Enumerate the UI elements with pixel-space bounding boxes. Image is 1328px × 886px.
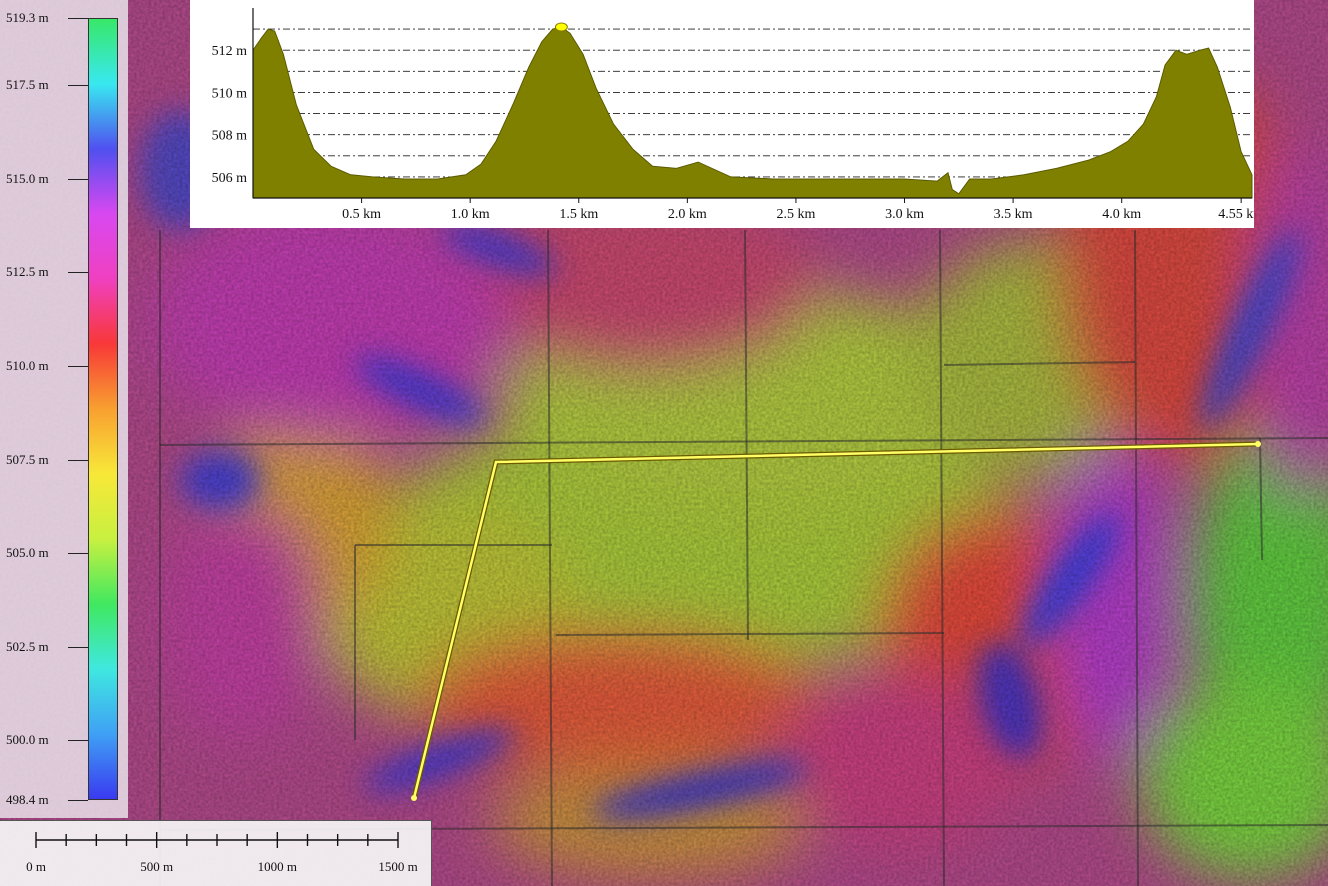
legend-tick [68,646,88,648]
y-tick-label: 512 m [212,44,248,59]
y-tick-label: 508 m [212,129,248,144]
x-tick-label: 1.5 km [559,207,598,222]
legend-label: 515.0 m [6,170,49,186]
legend-tick [68,18,88,19]
elevation-legend: 519.3 m 517.5 m 515.0 m 512.5 m 510.0 m 507.5… [0,0,128,818]
x-tick-label: 2.0 km [668,207,707,222]
x-tick-label: 0.5 km [342,207,381,222]
y-tick-label: 510 m [212,86,248,101]
legend-tick [68,553,88,555]
legend-label: 510.0 m [6,357,49,373]
y-tick-label: 506 m [212,171,248,186]
legend-label: 517.5 m [6,77,49,93]
peak-marker [554,22,568,32]
legend-label: 519.3 m [6,10,49,25]
legend-tick [68,740,88,742]
profile-area [252,26,1253,199]
scale-bar: 0 m 500 m 1000 m 1500 m [0,820,432,886]
legend-tick [68,85,88,87]
legend-tick [68,272,88,274]
scale-bar-label: 1500 m [378,859,418,874]
legend-label: 502.5 m [6,638,49,654]
scale-bar-label: 0 m [26,859,46,874]
legend-tick [68,178,88,180]
elevation-profile-chart: 506 m 508 m 510 m 512 m 0.5 km 1.0 km 1.5 km 2.… [190,0,1254,228]
x-tick-label: 1.0 km [451,207,490,222]
legend-label: 512.5 m [6,264,49,280]
x-tick-label: 3.5 km [994,207,1033,222]
scale-bar-label: 500 m [140,859,174,874]
legend-label: 500.0 m [6,732,49,748]
legend-label: 498.4 m [6,792,49,807]
color-ramp [88,18,118,800]
legend-tick [68,459,88,461]
legend-label: 507.5 m [6,451,49,467]
x-tick-label: 2.5 km [776,207,815,222]
x-tick-label: 4.55 km [1218,207,1254,222]
x-tick-label: 4.0 km [1102,207,1141,222]
legend-label: 505.0 m [6,545,49,561]
legend-tick [68,365,88,367]
profile-plot: 506 m 508 m 510 m 512 m 0.5 km 1.0 km 1.5 km 2.… [212,8,1254,222]
x-tick-label: 3.0 km [885,207,924,222]
legend-tick [68,800,88,801]
scale-bar-label: 1000 m [257,859,298,874]
